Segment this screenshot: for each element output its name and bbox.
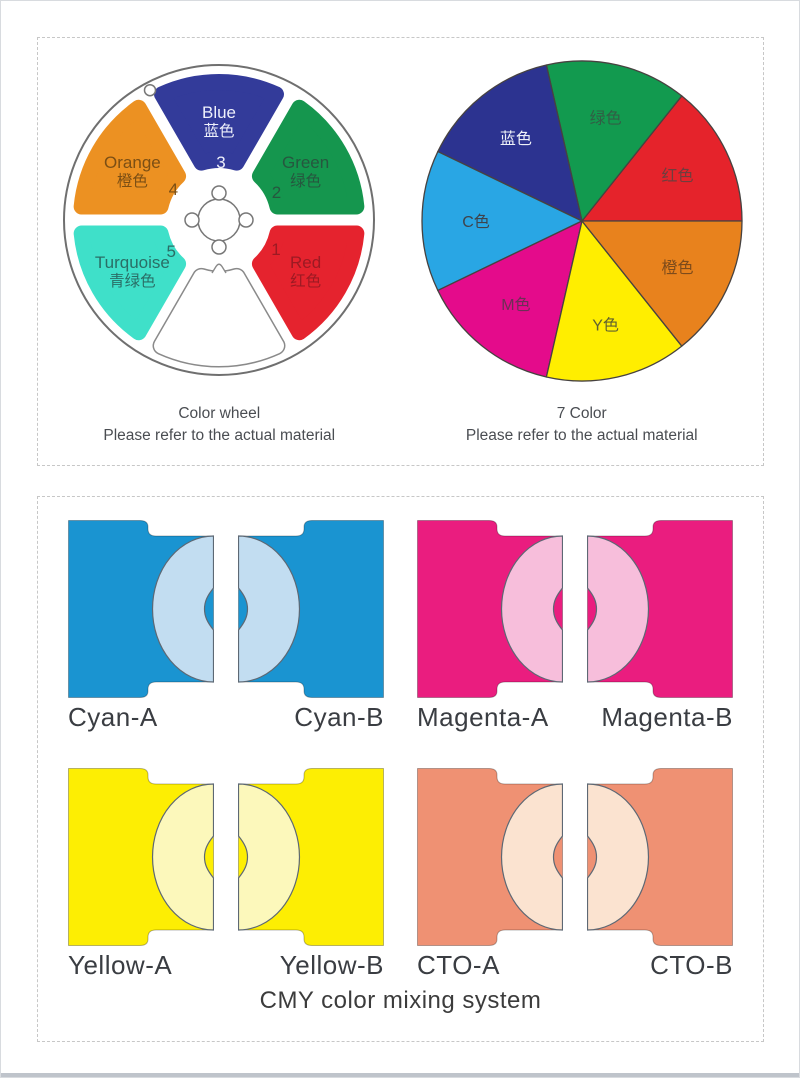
wheel-segment-orange — [73, 99, 187, 215]
pie-slice-label: 蓝色 — [500, 130, 532, 148]
swatch-yellow-b — [237, 768, 384, 946]
swatch-figure-yellow-a — [68, 768, 215, 946]
wheel-segment-number: 1 — [272, 240, 281, 259]
cmy-label-row-1: Cyan-A Cyan-B Magenta-A Magenta-B — [68, 702, 763, 736]
wheel-segment-name-zh: 橙色 — [117, 172, 148, 190]
swatch-magenta-a — [417, 520, 564, 698]
swatch-label-cyan-a: Cyan-A — [68, 702, 158, 732]
color-wheel-caption-note: Please refer to the actual material — [103, 427, 336, 444]
wheel-hub-screw — [238, 212, 254, 228]
wheel-segment-open — [154, 269, 285, 366]
pie-slice-label: M色 — [501, 296, 530, 314]
wheel-hub — [197, 198, 241, 242]
pie-slice-红色 — [581, 95, 743, 222]
swatch-figure-cto-a — [417, 768, 564, 946]
wheel-segment-name-zh: 绿色 — [290, 172, 321, 190]
color-wheel-caption-title: Color wheel — [178, 405, 261, 422]
wheel-index-hole — [144, 83, 157, 97]
wheel-segment-number: 3 — [217, 153, 226, 172]
swatch-figure-magenta-a — [417, 520, 564, 698]
wheel-segment-turquoise — [73, 225, 187, 341]
wheel-hub-screw — [184, 212, 200, 228]
seven-color-caption-note: Please refer to the actual material — [465, 427, 698, 444]
swatch-magenta-b — [586, 520, 733, 698]
seven-color-caption-title: 7 Color — [556, 405, 607, 422]
pie-slice-label: Y色 — [592, 316, 619, 334]
swatch-figure-yellow-b — [237, 768, 384, 946]
swatch-cyan-b — [237, 520, 384, 698]
swatch-cyan-a — [68, 520, 215, 698]
pie-slice-C色 — [421, 150, 583, 292]
swatch-flag — [237, 783, 301, 931]
wheel-segment-number: 2 — [272, 183, 281, 202]
swatch-flag — [151, 783, 215, 931]
wheel-hub-screw — [211, 239, 227, 255]
swatch-flag — [237, 535, 301, 683]
pie-slice-label: 红色 — [661, 167, 693, 185]
wheel-segment-name-en: Red — [290, 253, 321, 272]
pie-slice-label: 橙色 — [661, 259, 693, 277]
cmy-label-row-2: Yellow-A Yellow-B CTO-A CTO-B — [68, 950, 763, 984]
pie-slice-Y色 — [545, 220, 683, 382]
wheel-segment-blue — [154, 74, 285, 171]
wheel-segment-name-zh: 青绿色 — [109, 272, 156, 290]
cmy-title: CMY color mixing system — [259, 987, 542, 1014]
swatch-figure-cyan-a — [68, 520, 215, 698]
swatch-flag — [500, 535, 564, 683]
pie-slice-蓝色 — [436, 64, 583, 222]
swatch-label-magenta-b: Magenta-B — [601, 702, 733, 732]
swatch-label-cyan-b: Cyan-B — [294, 702, 384, 732]
seven-color-panel: 红色 绿色蓝色 C色 M色 Y色 橙色 7 Color Please refer to t… — [401, 38, 764, 465]
pie-slice-label: C色 — [462, 213, 490, 231]
wheel-segment-name-en: Blue — [202, 103, 236, 122]
color-wheels-section: Blue 蓝色 3 Green 绿色 2 Red 红色 1 Turquoise 青绿色 5 Orange… — [37, 37, 764, 466]
swatch-flag — [586, 783, 650, 931]
color-wheel-caption: Color wheel Please refer to the actual m… — [103, 403, 335, 447]
wheel-segment-number: 4 — [169, 180, 178, 199]
swatch-label-yellow-b: Yellow-B — [279, 950, 384, 980]
swatch-figure-cto-b — [586, 768, 733, 946]
swatch-yellow-a — [68, 768, 215, 946]
wheel-segment-green — [252, 99, 365, 215]
wheel-open-notch — [211, 263, 227, 274]
wheel-segment-name-en: Orange — [104, 153, 161, 172]
wheel-segment-name-en: Turquoise — [95, 253, 170, 272]
wheel-segment-name-en: Green — [282, 153, 329, 172]
wheel-segment-name-zh: 蓝色 — [204, 122, 235, 140]
cmy-swatch-row-2 — [68, 768, 763, 946]
swatch-label-magenta-a: Magenta-A — [417, 702, 549, 732]
swatch-cto-b — [586, 768, 733, 946]
swatch-flag — [586, 535, 650, 683]
swatch-label-cto-a: CTO-A — [417, 950, 500, 980]
wheel-segment-name-zh: 红色 — [290, 272, 321, 290]
pie-slice-橙色 — [581, 220, 743, 347]
cmy-section: Cyan-A Cyan-B Magenta-A Magenta-B Yellow… — [37, 496, 764, 1042]
swatch-label-cto-b: CTO-B — [650, 950, 733, 980]
swatch-cto-a — [417, 768, 564, 946]
seven-color-caption: 7 Color Please refer to the actual mater… — [466, 403, 698, 447]
pie-slice-绿色 — [545, 60, 683, 222]
pie-slice-label: 绿色 — [589, 110, 621, 128]
swatch-flag — [500, 783, 564, 931]
wheel-hub-screw — [211, 185, 227, 201]
wheel-segment-number: 5 — [167, 242, 176, 261]
swatch-flag — [151, 535, 215, 683]
swatch-figure-magenta-b — [586, 520, 733, 698]
cmy-swatch-row-1 — [68, 520, 763, 698]
color-wheel-panel: Blue 蓝色 3 Green 绿色 2 Red 红色 1 Turquoise 青绿色 5 Orange… — [38, 38, 401, 465]
swatch-figure-cyan-b — [237, 520, 384, 698]
wheel-segment-red — [252, 225, 365, 341]
pie-slice-M色 — [436, 220, 583, 378]
swatch-label-yellow-a: Yellow-A — [68, 950, 173, 980]
